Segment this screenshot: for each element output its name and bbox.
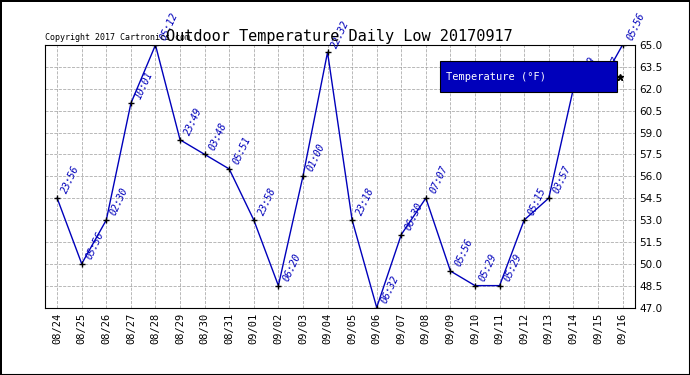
Title: Outdoor Temperature Daily Low 20170917: Outdoor Temperature Daily Low 20170917 xyxy=(166,29,513,44)
Text: 05:12: 05:12 xyxy=(158,11,179,42)
Text: 10:01: 10:01 xyxy=(133,70,155,100)
Text: 02:30: 02:30 xyxy=(109,186,130,217)
Text: Copyright 2017 Cartronics.com: Copyright 2017 Cartronics.com xyxy=(45,33,190,42)
Text: Temperature (°F): Temperature (°F) xyxy=(446,72,546,81)
Text: 05:27: 05:27 xyxy=(600,55,622,86)
Text: 23:56: 23:56 xyxy=(59,164,81,195)
Text: 05:51: 05:51 xyxy=(232,135,253,166)
Bar xyxy=(440,61,617,92)
Text: 07:07: 07:07 xyxy=(428,164,450,195)
Text: 23:18: 23:18 xyxy=(355,186,376,217)
Text: 05:56: 05:56 xyxy=(625,11,647,42)
Text: 05:29: 05:29 xyxy=(575,55,598,86)
Text: 06:32: 06:32 xyxy=(380,274,401,304)
Text: 03:57: 03:57 xyxy=(551,164,573,195)
Text: 05:56: 05:56 xyxy=(84,230,106,261)
Text: 01:00: 01:00 xyxy=(306,142,327,173)
Text: 06:20: 06:20 xyxy=(281,252,302,283)
Text: 05:29: 05:29 xyxy=(477,252,499,283)
Text: 23:49: 23:49 xyxy=(182,106,204,137)
Text: 05:29: 05:29 xyxy=(502,252,524,283)
Text: 23:58: 23:58 xyxy=(256,186,278,217)
Text: 03:48: 03:48 xyxy=(207,121,228,152)
Text: 22:32: 22:32 xyxy=(330,18,351,50)
Text: 05:56: 05:56 xyxy=(453,237,475,268)
Text: 06:30: 06:30 xyxy=(404,201,425,232)
Text: 05:15: 05:15 xyxy=(526,186,548,217)
